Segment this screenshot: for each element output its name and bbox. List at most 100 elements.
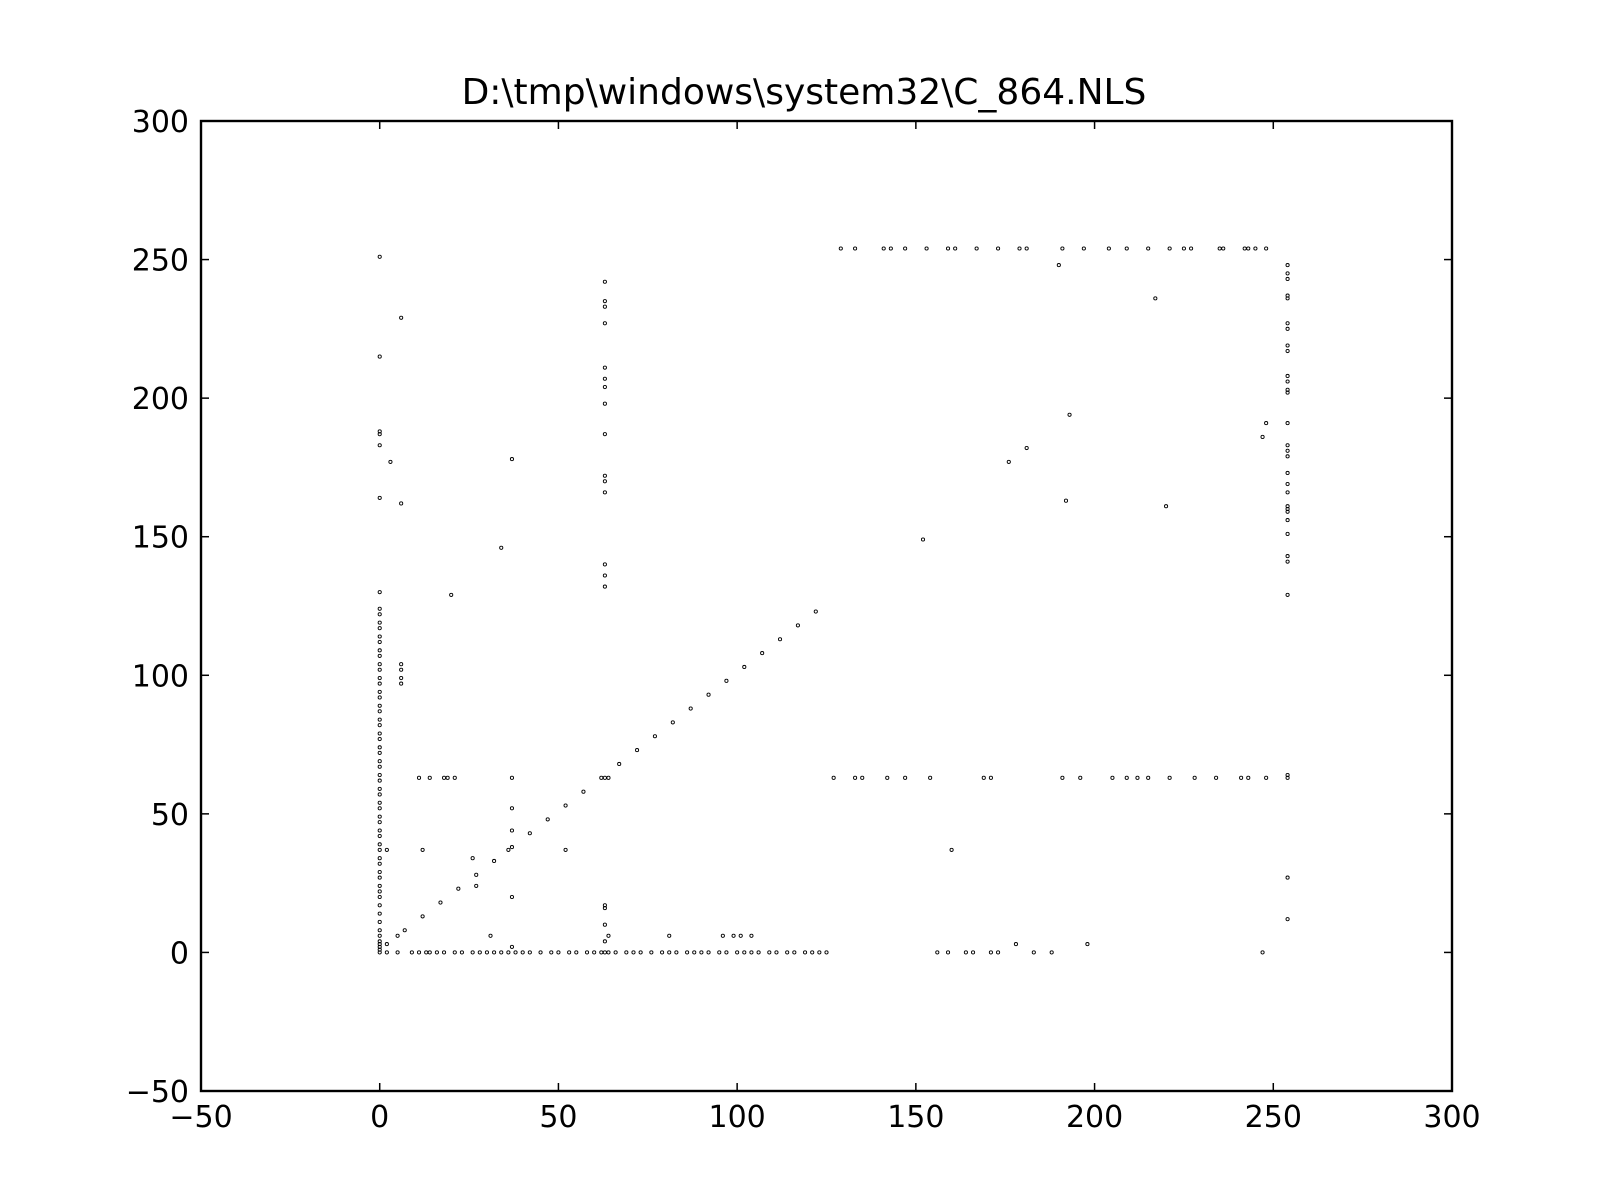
data-point <box>377 919 382 924</box>
data-point <box>492 950 497 955</box>
data-point <box>817 950 822 955</box>
data-point <box>885 775 890 780</box>
data-point <box>1181 246 1186 251</box>
data-point <box>509 944 515 949</box>
data-point <box>599 775 604 780</box>
data-point <box>545 817 550 822</box>
data-point <box>377 254 382 259</box>
data-point <box>1013 942 1018 947</box>
data-point <box>963 950 968 955</box>
data-point <box>606 933 611 938</box>
data-point <box>903 775 908 780</box>
data-point <box>556 950 561 955</box>
data-point <box>420 914 425 919</box>
y-tick-label: 0 <box>170 936 189 971</box>
data-point <box>399 315 404 320</box>
data-point <box>509 806 515 811</box>
data-point <box>717 950 722 955</box>
y-tick-label: 100 <box>132 659 189 694</box>
data-point <box>395 950 400 955</box>
data-point <box>1221 246 1226 251</box>
data-point <box>1260 950 1265 955</box>
data-point <box>399 667 404 672</box>
data-point <box>377 676 382 681</box>
data-point <box>474 872 479 877</box>
data-point <box>574 950 579 955</box>
data-point <box>602 376 607 381</box>
data-point <box>377 723 382 728</box>
data-point <box>1285 917 1290 922</box>
x-tick-label: 150 <box>887 1100 944 1135</box>
data-point <box>749 950 754 955</box>
data-point <box>1285 443 1290 448</box>
data-point <box>567 950 572 955</box>
data-point <box>377 750 382 755</box>
data-point <box>377 648 382 653</box>
data-point <box>602 304 607 309</box>
data-point <box>1285 348 1290 354</box>
data-point <box>399 662 404 667</box>
data-point <box>377 689 382 694</box>
data-point <box>377 681 382 686</box>
data-point <box>384 847 389 852</box>
data-point <box>1124 775 1129 780</box>
data-point <box>706 692 711 697</box>
data-point <box>860 775 865 780</box>
data-point <box>974 246 979 251</box>
data-point <box>377 933 382 938</box>
data-point <box>602 365 607 370</box>
data-point <box>377 939 382 944</box>
data-point <box>377 354 382 359</box>
data-point <box>488 933 493 938</box>
data-point <box>377 620 382 625</box>
plot-frame <box>199 119 1454 1093</box>
data-point <box>602 562 607 567</box>
data-point <box>606 950 611 955</box>
data-point <box>1264 246 1269 251</box>
data-point <box>988 950 993 955</box>
data-point <box>1153 296 1158 301</box>
data-point <box>749 933 754 938</box>
data-point <box>624 950 629 955</box>
data-point <box>377 883 382 888</box>
data-point <box>563 847 568 852</box>
data-point <box>377 634 382 639</box>
data-point <box>777 637 783 642</box>
data-point <box>1110 775 1115 780</box>
data-point <box>395 933 400 938</box>
data-point <box>377 717 382 722</box>
data-point <box>377 662 382 667</box>
data-point <box>945 246 951 251</box>
data-point <box>831 775 836 780</box>
data-point <box>384 950 389 955</box>
data-point <box>674 950 679 955</box>
data-point <box>509 894 515 900</box>
data-point <box>660 950 665 955</box>
data-point <box>388 459 393 464</box>
data-point <box>1049 950 1054 955</box>
data-point <box>1285 321 1290 326</box>
y-tick-label: −50 <box>126 1075 189 1110</box>
data-point <box>1167 775 1172 780</box>
data-point <box>377 495 382 500</box>
data-point <box>685 950 690 955</box>
data-point <box>1024 246 1029 251</box>
data-point <box>1146 246 1151 251</box>
x-tick-label: 250 <box>1245 1100 1302 1135</box>
data-point <box>935 950 940 955</box>
data-point <box>981 775 986 780</box>
data-point <box>1285 490 1290 495</box>
data-point <box>399 676 404 681</box>
data-point <box>377 786 382 791</box>
data-point <box>402 928 407 933</box>
y-tick-label: 200 <box>132 382 189 417</box>
data-point <box>774 950 779 955</box>
data-point <box>1264 775 1269 780</box>
data-point <box>602 479 607 484</box>
y-tick-label: 50 <box>151 798 189 833</box>
data-point <box>613 950 618 955</box>
data-point <box>988 775 993 780</box>
data-point <box>1167 246 1172 251</box>
data-point <box>377 894 382 900</box>
data-point <box>738 933 743 938</box>
